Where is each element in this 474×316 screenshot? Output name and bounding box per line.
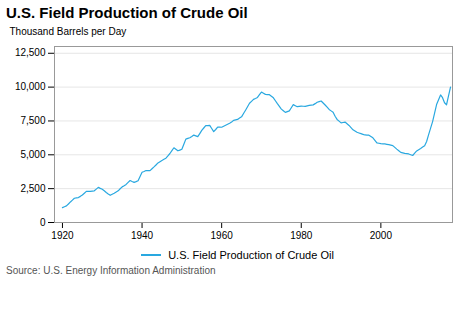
svg-text:1960: 1960 [211, 230, 234, 241]
svg-text:Thousand Barrels per Day: Thousand Barrels per Day [10, 26, 127, 37]
svg-text:1980: 1980 [290, 230, 313, 241]
html-text:Source: U.S. Energy Informatio: Source: U.S. Energy Information Administ… [6, 265, 216, 276]
svg-text:2,500: 2,500 [20, 183, 45, 194]
svg-text:10,000: 10,000 [15, 81, 46, 92]
svg-text:12,500: 12,500 [15, 47, 46, 58]
html-text:U.S. Field Production of Crude: U.S. Field Production of Crude Oil [6, 4, 248, 21]
svg-text:0: 0 [40, 217, 46, 228]
svg-text:2000: 2000 [370, 230, 393, 241]
svg-text:1940: 1940 [131, 230, 154, 241]
svg-text:5,000: 5,000 [20, 149, 45, 160]
svg-text:7,500: 7,500 [20, 115, 45, 126]
html-text:U.S. Field Production of Crude: U.S. Field Production of Crude Oil [168, 249, 334, 261]
svg-text:1920: 1920 [51, 230, 74, 241]
